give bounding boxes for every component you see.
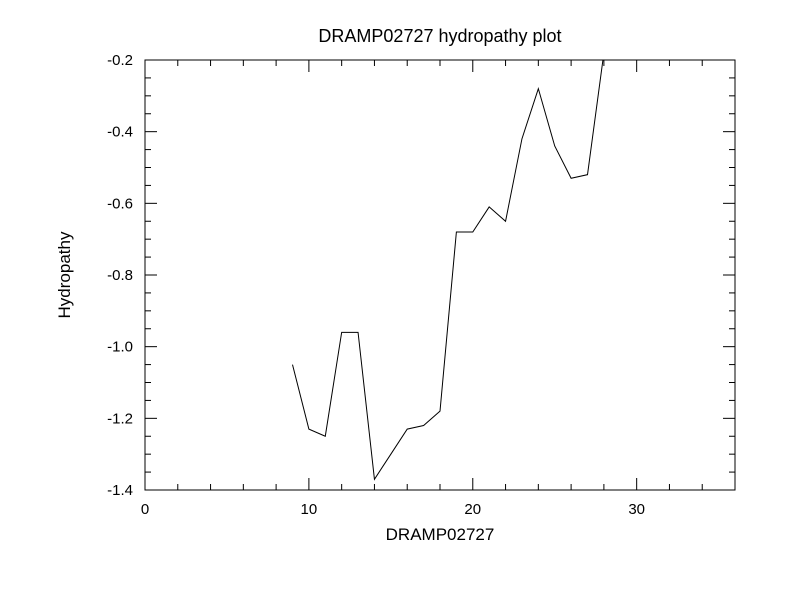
- y-tick-label: -1.0: [107, 339, 133, 356]
- plot-background: [0, 0, 800, 600]
- hydropathy-line-chart: 0 10 20 30 -1.4 -1.2 -1.0 -0.8 -0.6 -0.4 -0.2 DRAMP…: [0, 0, 800, 600]
- chart-container: 0 10 20 30 -1.4 -1.2 -1.0 -0.8 -0.6 -0.4 -0.2 DRAMP…: [0, 0, 800, 600]
- x-tick-label: 0: [141, 501, 149, 518]
- chart-title: DRAMP02727 hydropathy plot: [318, 26, 561, 46]
- x-tick-label: 30: [628, 501, 645, 518]
- x-tick-label: 20: [464, 501, 481, 518]
- y-tick-label: -1.4: [107, 482, 133, 499]
- x-tick-label: 10: [301, 501, 318, 518]
- y-tick-label: -0.4: [107, 124, 133, 141]
- x-axis-label: DRAMP02727: [386, 525, 495, 544]
- y-tick-label: -0.2: [107, 52, 133, 69]
- y-tick-label: -0.8: [107, 267, 133, 284]
- y-tick-label: -1.2: [107, 410, 133, 427]
- y-axis-label: Hydropathy: [55, 231, 74, 318]
- y-tick-label: -0.6: [107, 195, 133, 212]
